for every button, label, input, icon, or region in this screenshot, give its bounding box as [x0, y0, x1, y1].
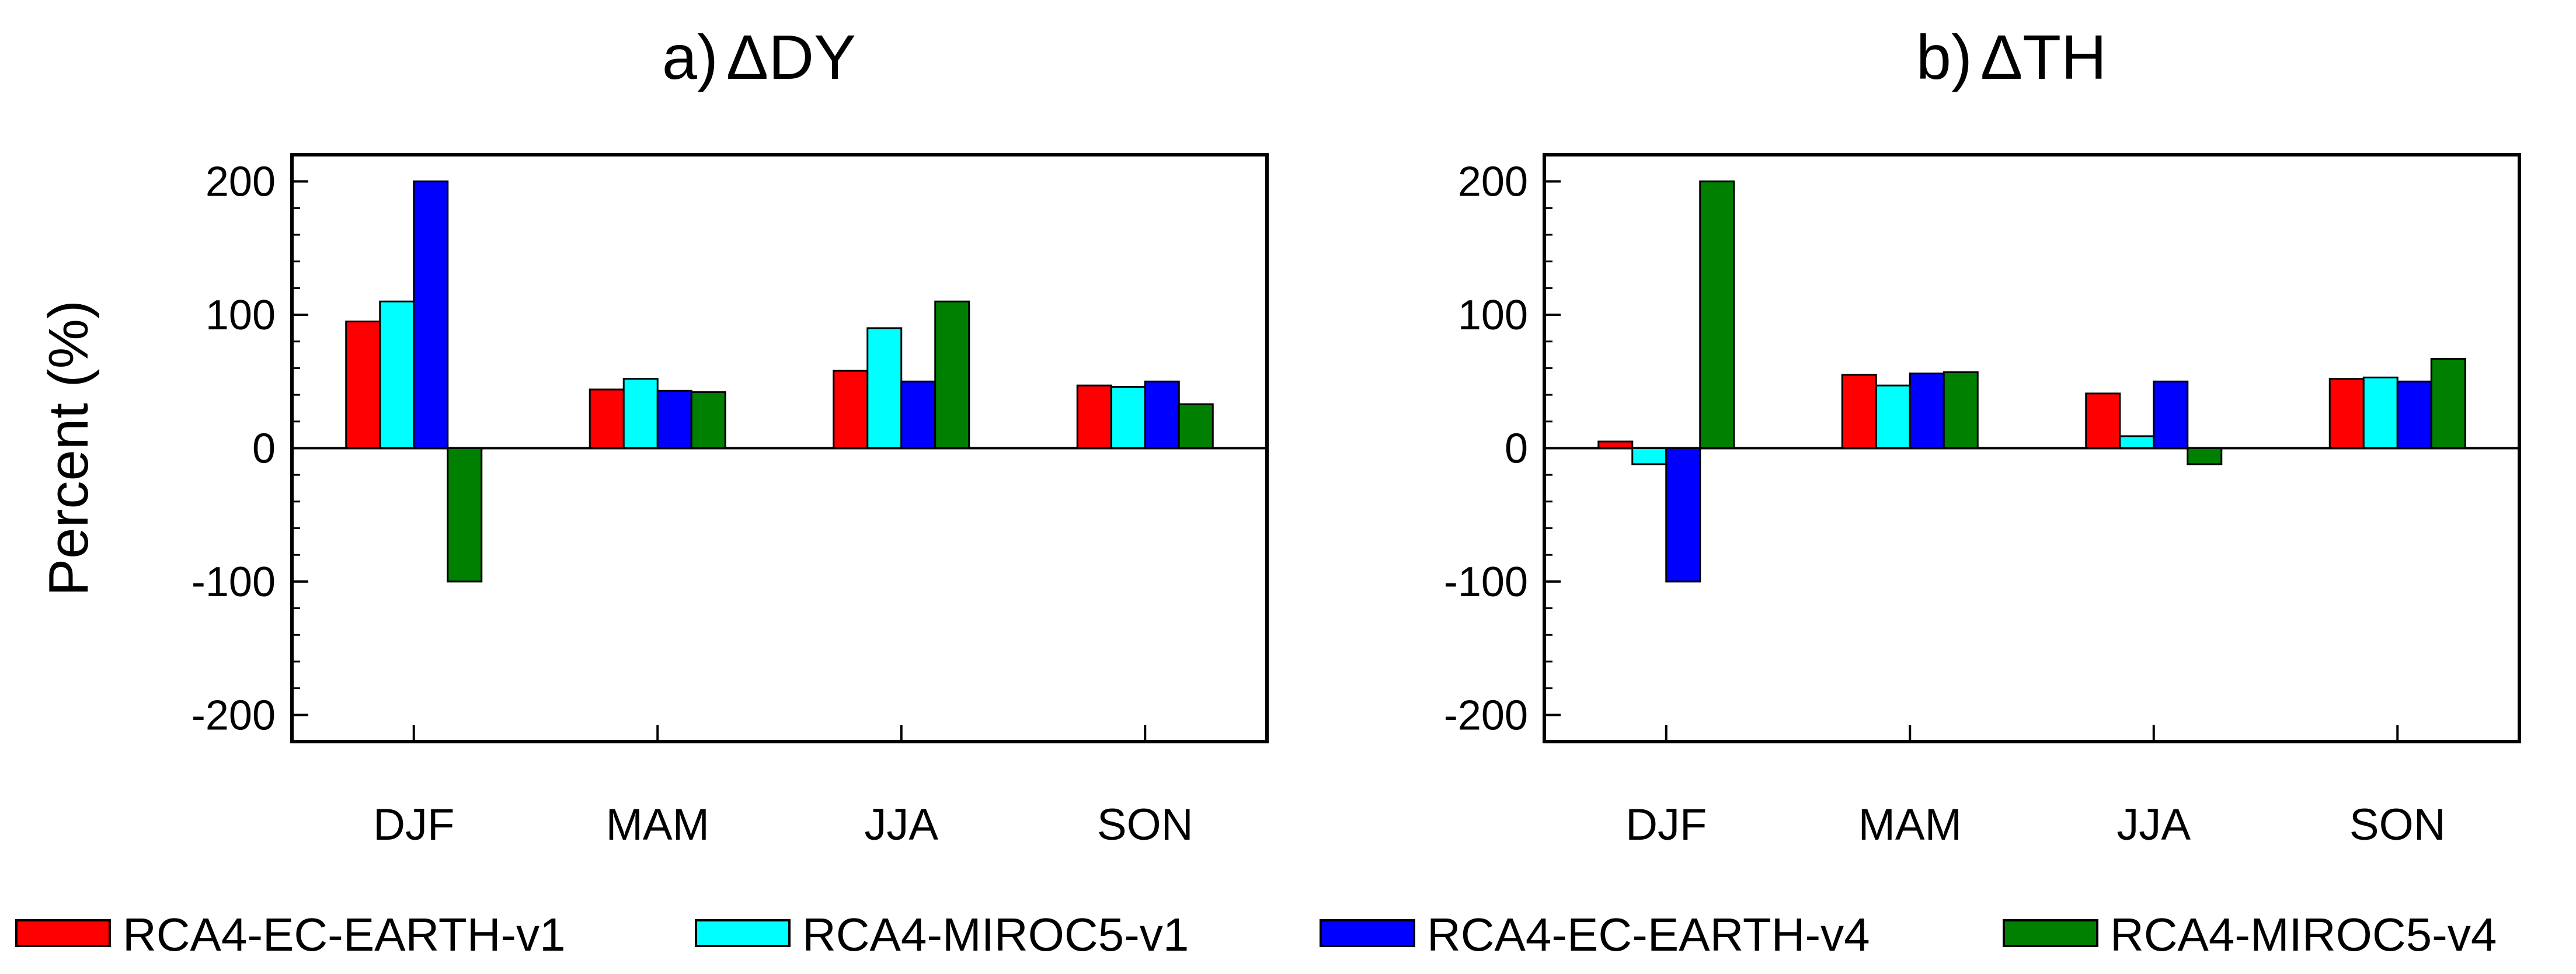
bar-jja-rca4-ec-earth-v4 — [900, 380, 937, 450]
y-tick-label: 100 — [1458, 292, 1528, 339]
bar-son-rca4-miroc5-v4 — [2430, 357, 2466, 449]
bar-mam-rca4-miroc5-v1 — [622, 378, 659, 450]
x-tick-label: JJA — [864, 800, 938, 850]
bar-djf-rca4-miroc5-v4 — [447, 447, 483, 583]
bar-mam-rca4-miroc5-v1 — [1875, 384, 1911, 449]
panel-title-delta: Δ — [1980, 22, 2022, 92]
panel-a: a) ΔDY -200 -100 0 100 200 DJF MAM JJA SON Percent … — [37, 22, 1269, 850]
bar-son-rca4-miroc5-v1 — [1110, 385, 1146, 450]
bar-son-rca4-ec-earth-v4 — [1144, 380, 1180, 450]
y-tick-label: -200 — [1444, 692, 1528, 739]
y-tick-label: -100 — [192, 559, 276, 606]
bar-djf-rca4-miroc5-v1 — [1631, 447, 1668, 465]
bar-mam-rca4-ec-earth-v1 — [1841, 374, 1877, 449]
x-tick-label: MAM — [606, 800, 709, 850]
bar-jja-rca4-miroc5-v1 — [2119, 435, 2155, 449]
bar-jja-rca4-ec-earth-v1 — [2085, 392, 2121, 450]
legend-label: RCA4-MIROC5-v4 — [2110, 909, 2497, 961]
panel-title-prefix: b) — [1916, 22, 1972, 92]
legend-label: RCA4-MIROC5-v1 — [802, 909, 1189, 961]
legend-item-rca4-ec-earth-v4: RCA4-EC-EARTH-v4 — [1320, 909, 1870, 961]
plot-frame — [1543, 153, 2521, 743]
bar-son-rca4-ec-earth-v1 — [2328, 378, 2365, 450]
bar-jja-rca4-ec-earth-v1 — [833, 370, 869, 449]
y-axis-label: Percent (%) — [37, 300, 100, 596]
y-tick-label: -100 — [1444, 559, 1528, 606]
y-tick-label: 0 — [1505, 426, 1528, 472]
bar-djf-rca4-ec-earth-v4 — [413, 180, 449, 449]
x-tick-label: SON — [1097, 800, 1193, 850]
legend-label: RCA4-EC-EARTH-v1 — [123, 909, 566, 961]
legend-item-rca4-ec-earth-v1: RCA4-EC-EARTH-v1 — [15, 909, 566, 961]
bar-jja-rca4-miroc5-v4 — [2187, 447, 2223, 465]
x-tick-label: SON — [2349, 800, 2446, 850]
bar-jja-rca4-miroc5-v4 — [934, 300, 970, 449]
bar-djf-rca4-miroc5-v4 — [1699, 180, 1735, 449]
bar-djf-rca4-ec-earth-v1 — [345, 321, 381, 449]
x-tick-label: MAM — [1858, 800, 1962, 850]
bar-djf-rca4-miroc5-v1 — [379, 300, 415, 449]
legend-swatch — [15, 919, 111, 947]
panel-b: b) ΔTH -200 -100 0 100 200 DJF MAM JJA SON — [1444, 22, 2521, 850]
x-tick-label: DJF — [1625, 800, 1707, 850]
legend-swatch — [1320, 919, 1415, 947]
panel-title-text: DY — [768, 22, 856, 92]
bar-son-rca4-miroc5-v4 — [1178, 403, 1214, 449]
legend-swatch — [695, 919, 791, 947]
bar-djf-rca4-ec-earth-v1 — [1597, 440, 1634, 449]
bar-mam-rca4-ec-earth-v4 — [656, 389, 692, 450]
bar-son-rca4-ec-earth-v4 — [2396, 380, 2432, 450]
panel-title-a: a) ΔDY — [662, 22, 856, 92]
x-tick-label: DJF — [373, 800, 454, 850]
bar-jja-rca4-miroc5-v1 — [866, 327, 903, 449]
y-tick-label: 100 — [206, 292, 276, 339]
bar-son-rca4-ec-earth-v1 — [1076, 384, 1112, 449]
panel-title-text: TH — [2022, 22, 2107, 92]
legend-item-rca4-miroc5-v1: RCA4-MIROC5-v1 — [695, 909, 1189, 961]
legend-label: RCA4-EC-EARTH-v4 — [1427, 909, 1870, 961]
legend-swatch — [2003, 919, 2098, 947]
bar-son-rca4-miroc5-v1 — [2362, 376, 2399, 449]
legend: RCA4-EC-EARTH-v1 RCA4-MIROC5-v1 RCA4-EC-EA… — [15, 909, 2497, 961]
legend-item-rca4-miroc5-v4: RCA4-MIROC5-v4 — [2003, 909, 2497, 961]
panel-title-b: b) ΔTH — [1916, 22, 2107, 92]
bar-mam-rca4-ec-earth-v4 — [1909, 373, 1945, 449]
plot-frame — [290, 153, 1269, 743]
x-tick-label: JJA — [2117, 800, 2191, 850]
y-tick-label: 0 — [252, 426, 276, 472]
bar-jja-rca4-ec-earth-v4 — [2153, 380, 2189, 450]
bar-djf-rca4-ec-earth-v4 — [1665, 447, 1701, 583]
y-tick-label: -200 — [192, 692, 276, 739]
panel-title-delta: Δ — [726, 22, 768, 92]
bar-mam-rca4-ec-earth-v1 — [589, 388, 625, 449]
bar-mam-rca4-miroc5-v4 — [1943, 371, 1979, 449]
y-tick-label: 200 — [1458, 159, 1528, 206]
bar-mam-rca4-miroc5-v4 — [690, 391, 726, 449]
y-tick-label: 200 — [206, 159, 276, 206]
panel-title-prefix: a) — [662, 22, 718, 92]
